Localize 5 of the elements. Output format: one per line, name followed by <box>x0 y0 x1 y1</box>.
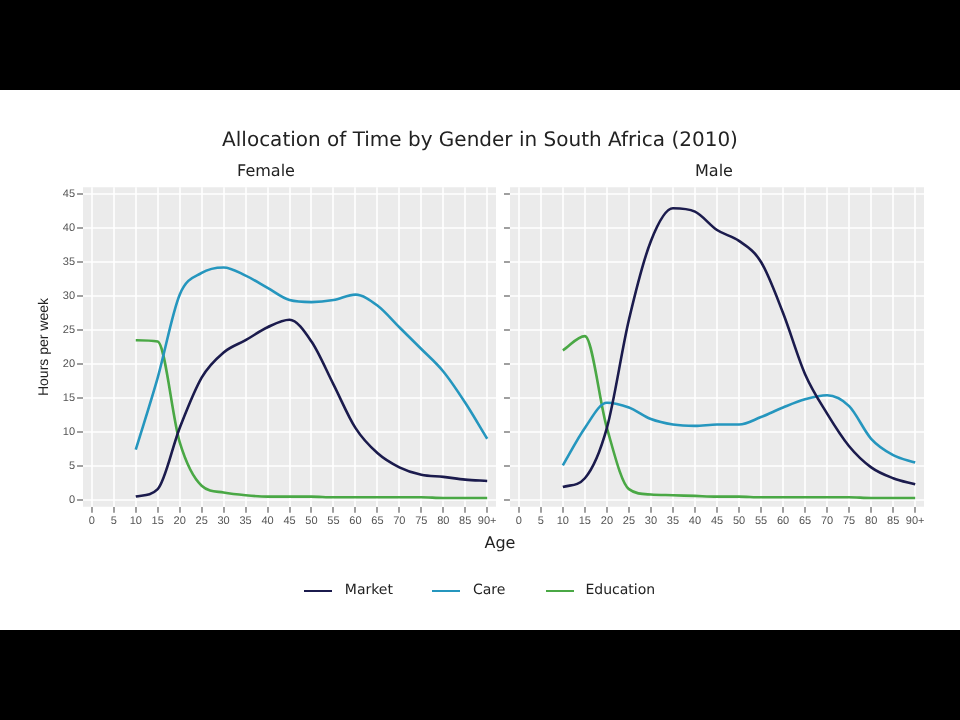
chart-title: Allocation of Time by Gender in South Africa (2010) <box>220 130 740 152</box>
x-axis-title: Age <box>482 534 518 552</box>
line-series <box>134 266 489 451</box>
chart-subtitle: Male <box>695 161 734 180</box>
chart-subtitle: Female <box>237 161 296 180</box>
